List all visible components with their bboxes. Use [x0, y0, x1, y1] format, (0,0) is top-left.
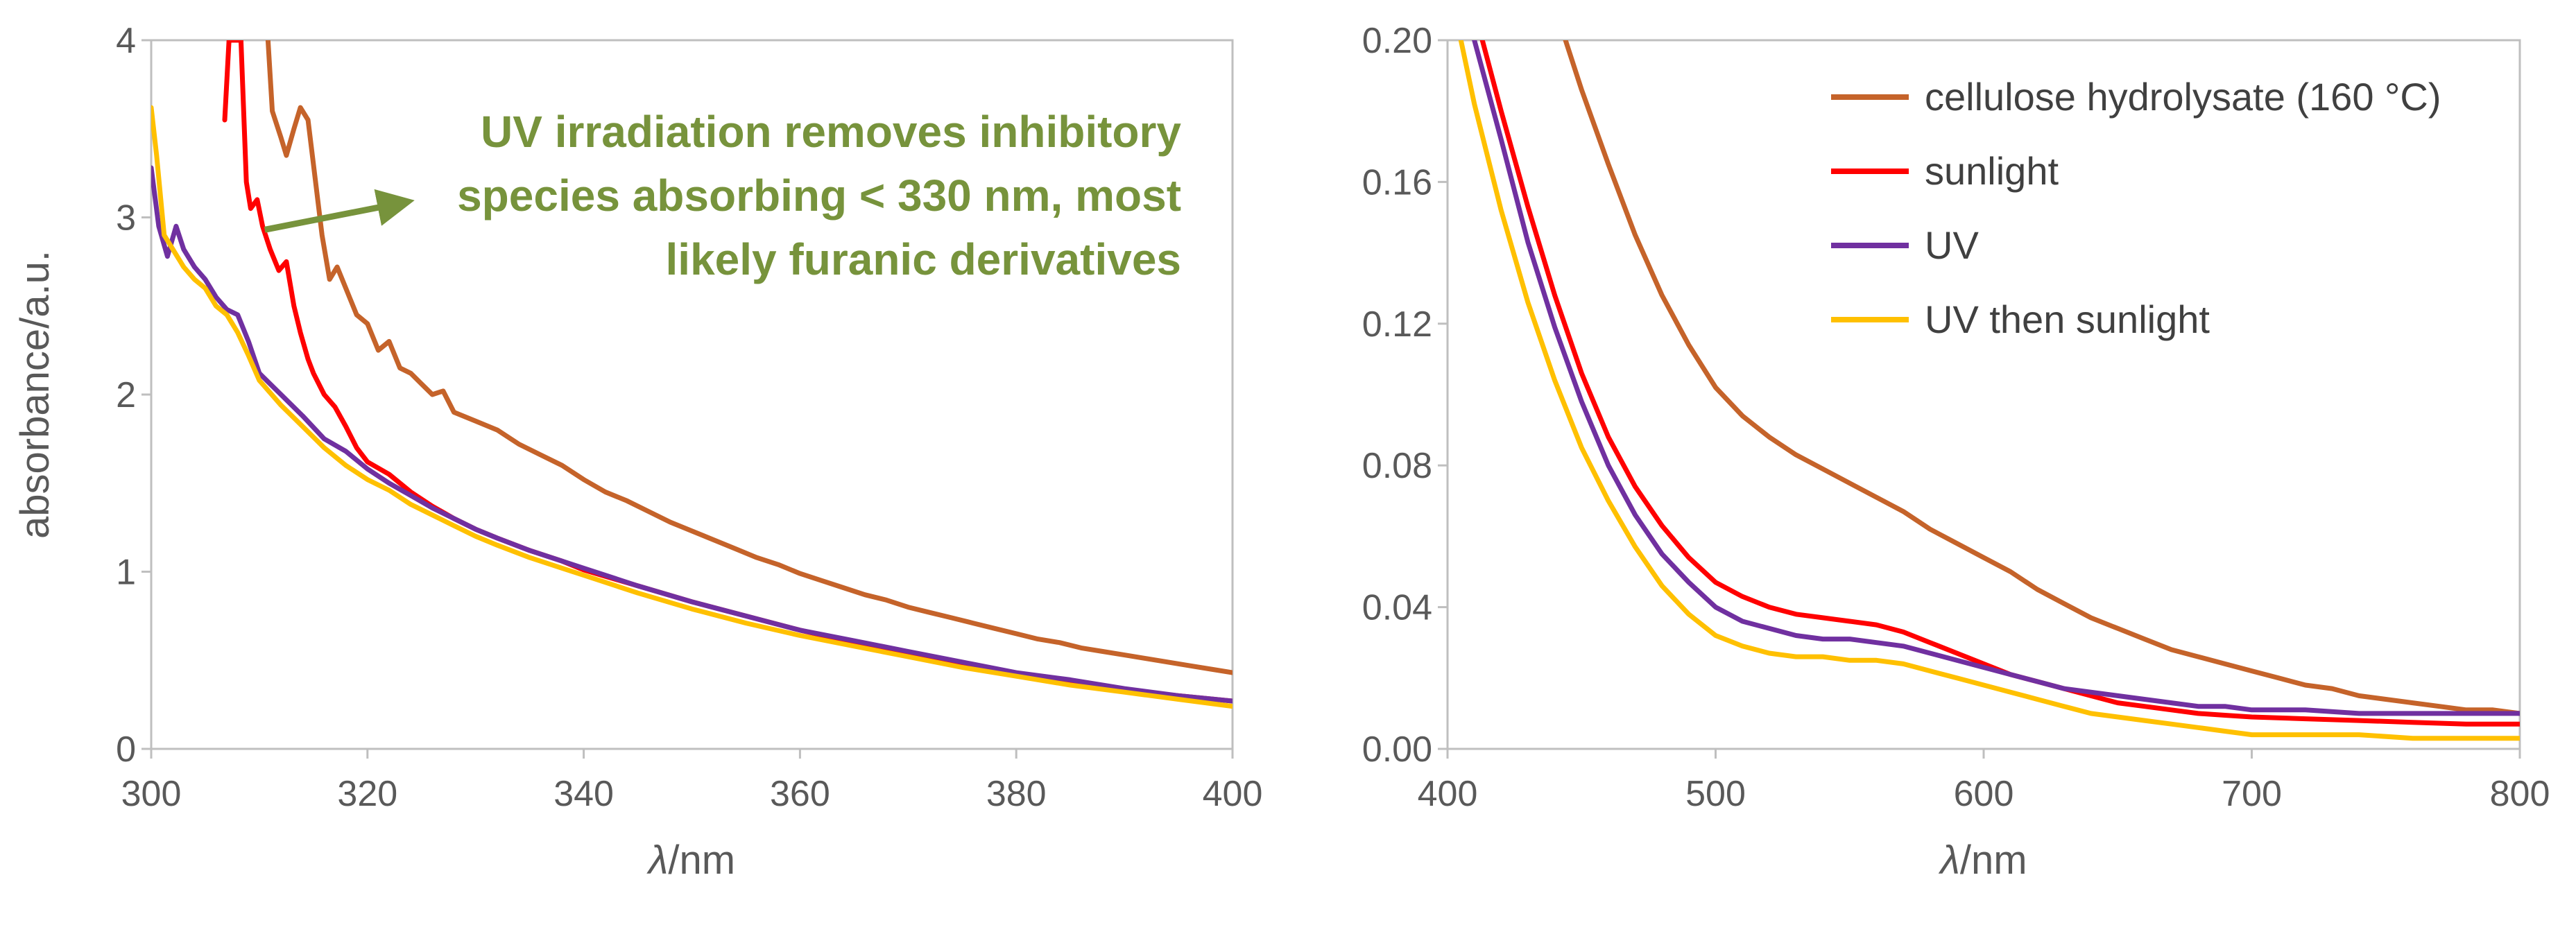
right-series-line-uv: [1472, 40, 2520, 716]
right-plot-frame: [1446, 39, 2521, 750]
annotation-arrow: [264, 189, 415, 233]
left-x-tick-label: 360: [770, 774, 830, 814]
left-series-line-uv-then-sunlight: [151, 105, 1233, 709]
right-x-tick-label: 500: [1685, 774, 1746, 814]
annotation-line-3: likely furanic derivatives: [666, 234, 1182, 284]
left-series-line-cellulose-hydrolysate-160-c: [265, 40, 1233, 675]
right-x-tick-label: 400: [1418, 774, 1478, 814]
right-y-tick-label: 0.20: [1362, 21, 1432, 61]
left-y-tick-label: 0: [116, 729, 136, 770]
right-y-tick-label: 0.16: [1362, 162, 1432, 202]
legend-label-sunlight: sunlight: [1925, 149, 2059, 193]
left-y-tick-label: 3: [116, 198, 136, 239]
right-x-tick-label: 600: [1954, 774, 2014, 814]
left-x-axis-title: λ/nm: [646, 838, 735, 883]
legend-label-uv-then-sunlight: UV then sunlight: [1925, 297, 2210, 341]
right-panel: 0.00 0.04 0.08 0.12 0.16 0.20 400 500 600 700 800 λ…: [1362, 21, 2550, 883]
right-x-axis-symbol: λ: [1938, 838, 1960, 883]
right-series-group: [1458, 40, 2520, 741]
legend-label-cellulose-hydrolysate-160-c: cellulose hydrolysate (160 °C): [1925, 75, 2441, 119]
right-x-axis-title: λ/nm: [1938, 838, 2027, 883]
annotation-line-1: UV irradiation removes inhibitory: [481, 107, 1181, 157]
left-panel: 0 1 2 3 4 300 320 340 360 380 400 λ/nm absorbance/a.…: [12, 21, 1262, 883]
left-x-axis-symbol: λ: [646, 838, 669, 883]
left-x-axis-unit: /nm: [668, 838, 735, 883]
right-x-axis-unit: /nm: [1960, 838, 2027, 883]
right-y-tick-label: 0.08: [1362, 446, 1432, 486]
annotation: UV irradiation removes inhibitory species…: [264, 107, 1182, 284]
right-y-tick-label: 0.12: [1362, 304, 1432, 345]
left-series-line-uv: [151, 165, 1233, 704]
left-x-tick-label: 300: [121, 774, 182, 814]
left-x-tick-label: 320: [337, 774, 397, 814]
left-x-tick-label: 340: [553, 774, 614, 814]
right-x-tick-label: 800: [2490, 774, 2550, 814]
right-legend: cellulose hydrolysate (160 °C) sunlight UV…: [1831, 75, 2441, 341]
left-x-tick-label: 400: [1203, 774, 1263, 814]
right-y-tick-label: 0.00: [1362, 729, 1432, 770]
right-x-tick-label: 700: [2222, 774, 2282, 814]
right-y-tick-label: 0.04: [1362, 588, 1432, 628]
left-y-tick-label: 2: [116, 375, 136, 415]
legend-label-uv: UV: [1925, 223, 1979, 267]
left-y-tick-label: 4: [116, 21, 136, 61]
left-y-tick-label: 1: [116, 553, 136, 593]
right-series-line-cellulose-hydrolysate-160-c: [1563, 40, 2520, 716]
right-series-line-uv-then-sunlight: [1458, 40, 2520, 741]
annotation-line-2: species absorbing < 330 nm, most: [457, 171, 1181, 221]
left-x-tick-label: 380: [986, 774, 1047, 814]
left-series-group: [151, 40, 1233, 709]
left-y-axis-title: absorbance/a.u.: [12, 250, 58, 539]
right-series-line-sunlight: [1479, 40, 2520, 727]
